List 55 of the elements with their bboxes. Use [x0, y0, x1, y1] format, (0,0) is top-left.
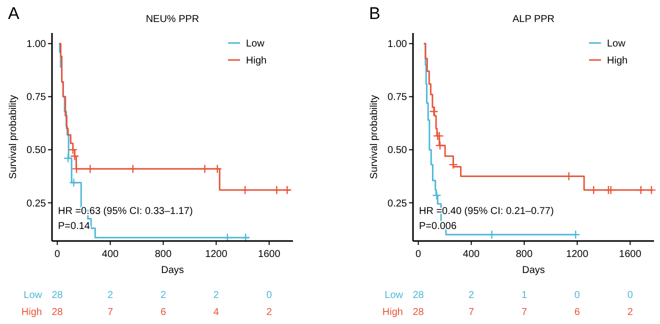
y-tick-label: 1.00 — [388, 39, 408, 50]
chart-title: ALP PPR — [512, 14, 555, 25]
text: 0 — [266, 290, 272, 301]
text: A — [8, 4, 20, 23]
x-axis-title: Days — [161, 265, 184, 276]
text: Low — [24, 290, 42, 301]
annotation: P=0.14 — [58, 221, 90, 232]
x-tick-label: 0 — [416, 249, 422, 260]
text: High — [21, 307, 42, 318]
text: 0 — [574, 290, 580, 301]
text: Low — [384, 290, 403, 301]
y-tick-label: 0.50 — [388, 145, 408, 156]
legend-label: High — [607, 56, 628, 66]
legend-label: Low — [246, 38, 266, 50]
text: 6 — [160, 307, 166, 318]
x-tick-label: 1200 — [205, 249, 228, 260]
x-tick-label: 400 — [462, 249, 480, 260]
y-tick-label: 0.75 — [388, 92, 408, 104]
x-tick-label: 400 — [102, 249, 120, 260]
x-tick-label: 800 — [516, 249, 534, 260]
text: B — [369, 4, 380, 23]
x-axis-title: Days — [522, 265, 545, 276]
chart-title: NEU% PPR — [146, 14, 200, 25]
text: 7 — [521, 307, 528, 318]
text: 2 — [213, 290, 220, 301]
y-tick-label: 1.00 — [26, 39, 46, 50]
text: 0 — [627, 290, 634, 301]
text: 6 — [574, 307, 580, 318]
text: 2 — [468, 290, 474, 301]
y-tick-label: 0.75 — [26, 92, 46, 104]
text: 28 — [412, 290, 424, 301]
x-tick-label: 1600 — [258, 249, 281, 260]
x-tick-label: 1200 — [566, 249, 589, 260]
y-tick-label: 0.25 — [26, 198, 46, 210]
y-axis-title: Survival probability — [369, 95, 380, 179]
y-tick-label: 0.25 — [388, 198, 408, 210]
x-tick-label: 0 — [54, 249, 61, 260]
x-tick-label: 1600 — [619, 249, 642, 260]
text: 7 — [468, 307, 474, 318]
text: 2 — [107, 290, 114, 301]
legend-label: High — [246, 56, 267, 66]
text: 4 — [213, 307, 220, 318]
x-tick-label: 800 — [154, 249, 172, 260]
text: 2 — [266, 307, 272, 318]
text: 28 — [52, 307, 64, 318]
text: 2 — [627, 307, 634, 318]
text: High — [382, 307, 403, 318]
text: 28 — [412, 307, 424, 318]
text: 28 — [52, 290, 64, 301]
legend-label: Low — [607, 38, 626, 50]
y-tick-label: 0.50 — [26, 145, 46, 156]
text: 7 — [107, 307, 114, 318]
text: 2 — [160, 290, 166, 301]
y-axis-title: Survival probability — [8, 95, 19, 179]
text: 1 — [521, 290, 528, 301]
